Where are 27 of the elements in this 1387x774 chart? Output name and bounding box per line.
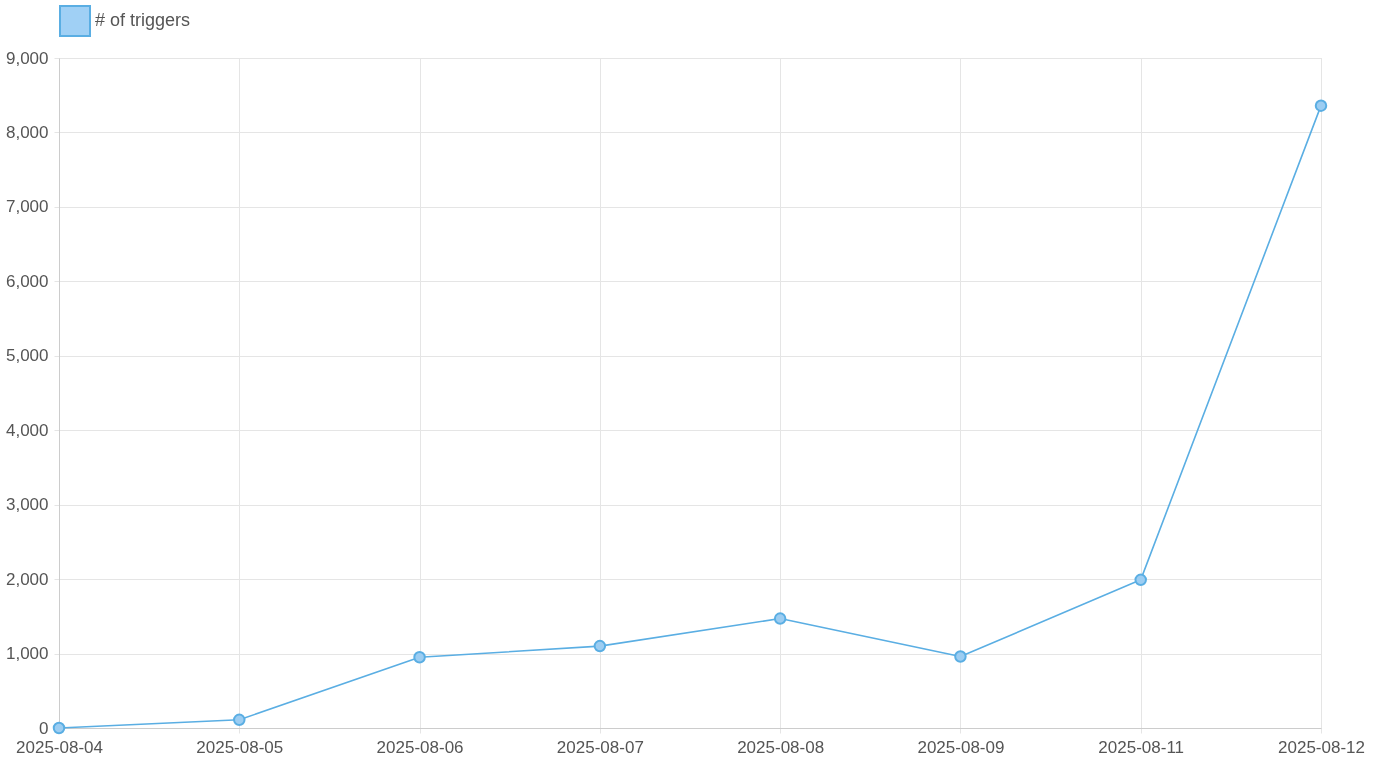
- x-tick-label: 2025-08-11: [1098, 737, 1185, 757]
- y-tick-label: 4,000: [5, 420, 49, 440]
- y-tick-label: 5,000: [5, 346, 49, 366]
- point: [233, 713, 246, 727]
- point: [593, 639, 607, 653]
- y-tick-label: 2,000: [5, 569, 49, 589]
- x-tick-label: 2025-08-05: [196, 737, 284, 757]
- point: [773, 612, 787, 625]
- x-tick-label: 2025-08-06: [376, 737, 464, 757]
- point: [413, 651, 426, 664]
- y-tick-label: 0: [39, 718, 49, 738]
- point: [52, 721, 66, 735]
- x-tick-label: 2025-08-09: [917, 737, 1005, 757]
- y-tick-label: 1,000: [5, 644, 49, 664]
- x-tick-label: 2025-08-04: [16, 737, 103, 757]
- x-tick-label: 2025-08-12: [1278, 737, 1365, 757]
- x-tick-label: 2025-08-08: [737, 737, 825, 757]
- point: [1134, 573, 1147, 587]
- legend-label: # of triggers: [95, 10, 191, 30]
- y-tick-label: 6,000: [5, 271, 49, 291]
- y-tick-label: 3,000: [5, 495, 49, 515]
- y-tick-label: 8,000: [5, 122, 49, 142]
- y-tick-label: 9,000: [5, 48, 49, 68]
- y-tick-label: 7,000: [5, 197, 49, 217]
- point: [954, 650, 967, 663]
- point: [1314, 99, 1328, 112]
- x-tick-label: 2025-08-07: [556, 737, 644, 757]
